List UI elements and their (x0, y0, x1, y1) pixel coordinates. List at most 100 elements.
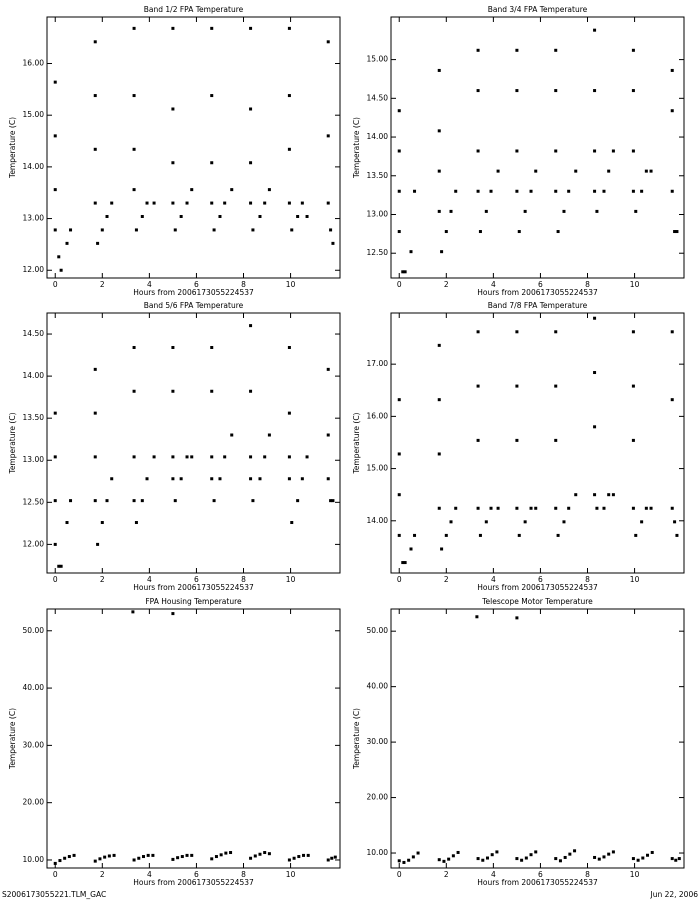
data-point (53, 542, 57, 546)
x-tick-label: 6 (194, 575, 199, 584)
data-point (110, 477, 114, 481)
data-point (403, 561, 407, 565)
data-point (110, 201, 114, 205)
data-point (329, 228, 333, 232)
y-tick-label: 10.00 (23, 855, 45, 864)
data-point (476, 857, 480, 861)
data-point (593, 371, 597, 375)
x-axis-label: Hours from 2006173055224537 (477, 288, 598, 297)
x-tick-label: 6 (538, 575, 543, 584)
data-point (297, 855, 301, 859)
x-tick-label: 8 (585, 280, 590, 289)
data-point (554, 89, 558, 93)
data-point (397, 533, 401, 537)
data-point (218, 214, 222, 218)
data-point (495, 850, 499, 854)
data-point (449, 520, 453, 524)
data-point (146, 853, 150, 857)
data-point (607, 169, 611, 173)
data-point (258, 477, 262, 481)
data-point (631, 506, 635, 510)
data-point (210, 477, 214, 481)
data-point (100, 228, 104, 232)
data-point (93, 367, 97, 371)
x-tick-label: 4 (147, 870, 152, 879)
data-point (287, 411, 291, 415)
data-point (481, 858, 485, 862)
data-point (296, 214, 300, 218)
data-point (132, 858, 136, 862)
x-tick-label: 4 (147, 280, 152, 289)
y-tick-label: 14.00 (23, 162, 45, 171)
data-point (326, 367, 330, 371)
data-point (631, 384, 635, 388)
data-point (171, 107, 175, 111)
data-point (407, 858, 411, 862)
data-point (673, 230, 677, 234)
data-point (267, 188, 271, 192)
data-point (674, 858, 678, 862)
chart-title: Band 1/2 FPA Temperature (144, 5, 244, 14)
data-point (305, 214, 309, 218)
data-point (437, 129, 441, 133)
data-point (447, 857, 451, 861)
data-point (53, 499, 57, 503)
data-point (210, 161, 214, 165)
data-point (416, 851, 420, 855)
data-point (673, 520, 677, 524)
data-point (476, 149, 480, 153)
data-point (249, 26, 253, 30)
chart-title: Band 3/4 FPA Temperature (488, 5, 588, 14)
data-point (515, 506, 519, 510)
data-point (249, 856, 253, 860)
footer-left: S2006173055221.TLM_GAC (2, 890, 106, 899)
data-point (631, 48, 635, 52)
plot-frame (46, 312, 341, 574)
data-point (631, 330, 635, 334)
x-tick-label: 2 (100, 575, 105, 584)
data-point (212, 499, 216, 503)
data-point (331, 241, 335, 245)
data-point (53, 861, 57, 865)
data-point (397, 189, 401, 193)
x-tick-label: 0 (53, 575, 58, 584)
data-point (402, 860, 406, 864)
data-point (644, 169, 648, 173)
data-point (562, 520, 566, 524)
data-point (210, 345, 214, 349)
data-point (649, 169, 653, 173)
x-tick-label: 4 (491, 870, 496, 879)
data-point (593, 189, 597, 193)
data-point (171, 201, 175, 205)
data-point (173, 228, 177, 232)
data-point (53, 188, 57, 192)
data-point (287, 455, 291, 459)
data-point (219, 853, 223, 857)
data-point (152, 201, 156, 205)
data-point (267, 433, 271, 437)
y-tick-label: 40.00 (23, 683, 45, 692)
data-point (496, 506, 500, 510)
data-point (230, 433, 234, 437)
data-point (230, 188, 234, 192)
data-point (554, 857, 558, 861)
data-point (554, 506, 558, 510)
data-point (287, 858, 291, 862)
data-point (534, 506, 538, 510)
data-point (96, 241, 100, 245)
data-point (302, 853, 306, 857)
data-point (554, 384, 558, 388)
y-tick-label: 14.00 (367, 132, 389, 141)
data-point (171, 345, 175, 349)
data-point (631, 149, 635, 153)
data-point (523, 209, 527, 213)
data-point (401, 270, 405, 274)
plot-frame (390, 312, 685, 574)
data-point (93, 859, 97, 863)
x-tick-label: 4 (491, 575, 496, 584)
data-point (524, 856, 528, 860)
y-axis-label: Temperature (C) (352, 708, 361, 770)
data-point (287, 345, 291, 349)
data-point (185, 853, 189, 857)
data-point (650, 850, 654, 854)
